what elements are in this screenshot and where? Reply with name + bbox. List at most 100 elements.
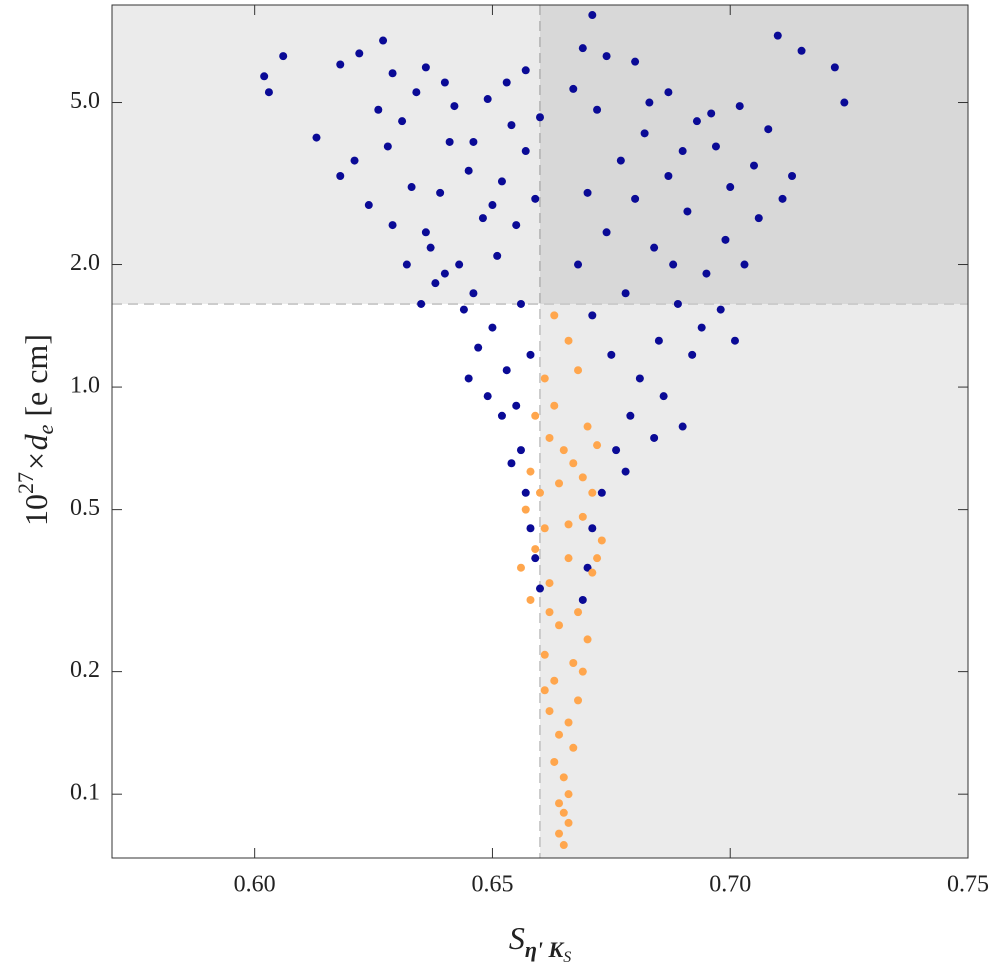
- point: [631, 194, 640, 203]
- point: [507, 121, 516, 130]
- y-tick-label: 0.2: [70, 657, 100, 683]
- point: [464, 166, 473, 175]
- point: [540, 524, 549, 533]
- point: [440, 78, 449, 87]
- point: [455, 260, 464, 269]
- point: [526, 524, 535, 533]
- y-label-sup: 27: [13, 472, 38, 494]
- point: [593, 554, 602, 563]
- point: [678, 422, 687, 431]
- point: [469, 289, 478, 298]
- point: [578, 667, 587, 676]
- point: [692, 117, 701, 126]
- point: [564, 554, 573, 563]
- point: [516, 563, 525, 572]
- point: [279, 52, 288, 61]
- point: [650, 243, 659, 252]
- point: [578, 512, 587, 521]
- point: [431, 279, 440, 288]
- point: [788, 171, 797, 180]
- point: [555, 799, 564, 808]
- point: [830, 63, 839, 72]
- point: [312, 133, 321, 142]
- point: [578, 473, 587, 482]
- point: [526, 595, 535, 604]
- point: [488, 201, 497, 210]
- x-label-sub: η' K: [525, 937, 565, 962]
- point: [607, 350, 616, 359]
- point: [421, 228, 430, 237]
- point: [721, 235, 730, 244]
- point: [735, 102, 744, 111]
- point: [711, 142, 720, 151]
- point: [521, 488, 530, 497]
- point: [264, 88, 273, 97]
- point: [631, 57, 640, 66]
- point: [531, 411, 540, 420]
- point: [488, 323, 497, 332]
- point: [402, 260, 411, 269]
- point: [559, 841, 568, 850]
- plot-frame: [111, 4, 969, 859]
- point: [526, 467, 535, 476]
- y-tick-label: 5.0: [70, 88, 100, 114]
- point: [588, 524, 597, 533]
- point: [379, 36, 388, 45]
- point: [550, 676, 559, 685]
- y-label-tail: [e cm]: [18, 334, 54, 425]
- point: [564, 790, 573, 799]
- point: [497, 177, 506, 186]
- point: [407, 183, 416, 192]
- point: [555, 730, 564, 739]
- point: [474, 343, 483, 352]
- point: [688, 350, 697, 359]
- point: [602, 52, 611, 61]
- point: [597, 488, 606, 497]
- point: [574, 366, 583, 375]
- point: [602, 228, 611, 237]
- point: [512, 401, 521, 410]
- point: [635, 374, 644, 383]
- x-axis-label: Sη' KS: [509, 920, 571, 965]
- point: [545, 433, 554, 442]
- point: [578, 44, 587, 53]
- point: [507, 459, 516, 468]
- point: [469, 137, 478, 146]
- y-label-sub: e: [33, 424, 58, 434]
- point: [483, 95, 492, 104]
- point: [621, 289, 630, 298]
- point: [750, 161, 758, 170]
- point: [540, 650, 549, 659]
- point: [664, 88, 673, 97]
- point: [531, 194, 540, 203]
- point: [669, 260, 678, 269]
- point: [664, 171, 673, 180]
- point: [754, 214, 763, 223]
- point: [516, 446, 525, 455]
- y-axis-label: 1027×de [e cm]: [13, 334, 58, 526]
- point: [459, 305, 468, 314]
- point: [374, 105, 383, 114]
- point: [545, 707, 554, 716]
- point: [559, 773, 568, 782]
- point: [778, 194, 787, 203]
- point: [588, 568, 597, 577]
- point: [654, 336, 663, 345]
- point: [550, 401, 559, 410]
- x-label-subsub: S: [563, 949, 571, 966]
- point: [583, 563, 592, 572]
- point: [336, 171, 345, 180]
- point: [697, 323, 706, 332]
- point: [478, 214, 487, 223]
- point: [540, 374, 549, 383]
- point: [464, 374, 473, 383]
- point: [550, 311, 559, 320]
- point: [616, 156, 625, 165]
- y-tick-label: 2.0: [70, 250, 100, 276]
- y-label-mid: ×d: [18, 433, 54, 472]
- point: [555, 621, 564, 630]
- point: [540, 686, 549, 695]
- point: [483, 392, 492, 401]
- point: [336, 60, 345, 69]
- point: [555, 829, 564, 838]
